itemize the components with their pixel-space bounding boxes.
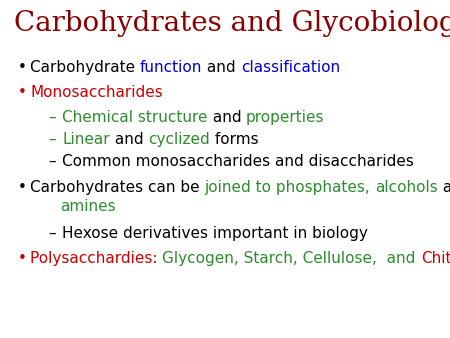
Text: properties: properties <box>246 110 324 125</box>
Text: •: • <box>18 251 27 266</box>
Text: and: and <box>438 180 450 195</box>
Text: function: function <box>140 60 202 75</box>
Text: Polysacchardies:: Polysacchardies: <box>30 251 162 266</box>
Text: cyclized: cyclized <box>148 132 210 147</box>
Text: forms: forms <box>210 132 258 147</box>
Text: •: • <box>18 60 27 75</box>
Text: and: and <box>110 132 148 147</box>
Text: –: – <box>48 110 56 125</box>
Text: Common monosaccharides and disaccharides: Common monosaccharides and disaccharides <box>62 154 414 169</box>
Text: Chitin: Chitin <box>421 251 450 266</box>
Text: joined to phosphates,: joined to phosphates, <box>204 180 370 195</box>
Text: amines: amines <box>60 199 116 214</box>
Text: Carbohydrate: Carbohydrate <box>30 60 140 75</box>
Text: –: – <box>48 132 56 147</box>
Text: Glycogen, Starch, Cellulose,  and: Glycogen, Starch, Cellulose, and <box>162 251 421 266</box>
Text: Monosaccharides: Monosaccharides <box>30 85 163 100</box>
Text: Carbohydrates can be: Carbohydrates can be <box>30 180 204 195</box>
Text: Chemical structure: Chemical structure <box>62 110 207 125</box>
Text: –: – <box>48 154 56 169</box>
Text: classification: classification <box>241 60 340 75</box>
Text: Carbohydrates and Glycobiology: Carbohydrates and Glycobiology <box>14 10 450 37</box>
Text: Hexose derivatives important in biology: Hexose derivatives important in biology <box>62 226 368 241</box>
Text: and: and <box>207 110 246 125</box>
Text: –: – <box>48 226 56 241</box>
Text: •: • <box>18 180 27 195</box>
Text: •: • <box>18 85 27 100</box>
Text: Linear: Linear <box>62 132 110 147</box>
Text: and: and <box>202 60 241 75</box>
Text: alcohols: alcohols <box>375 180 438 195</box>
